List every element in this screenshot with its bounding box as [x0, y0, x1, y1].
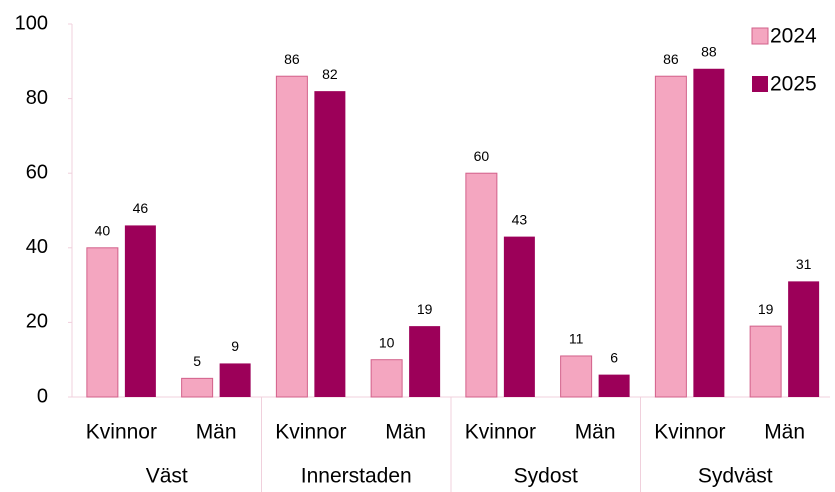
- y-tick-label: 80: [26, 87, 48, 109]
- bar: [275, 75, 308, 398]
- bar: [314, 91, 346, 397]
- data-label: 86: [663, 51, 679, 67]
- x-tick-label: Kvinnor: [654, 421, 725, 444]
- group-label: Sydost: [514, 465, 578, 488]
- data-label: 82: [322, 66, 338, 82]
- data-label: 88: [701, 43, 717, 59]
- bar: [370, 359, 403, 398]
- data-label: 19: [417, 301, 433, 317]
- bar: [560, 355, 593, 398]
- y-tick-label: 0: [37, 385, 48, 407]
- x-tick-label: Män: [764, 421, 805, 444]
- bar: [503, 236, 535, 397]
- data-label: 6: [610, 349, 618, 365]
- data-label: 60: [474, 148, 490, 164]
- x-tick-label: Män: [385, 421, 426, 444]
- y-tick-label: 60: [26, 161, 48, 183]
- x-tick-label: Kvinnor: [86, 421, 157, 444]
- bar: [181, 377, 214, 398]
- group-label: Väst: [146, 465, 188, 488]
- bar: [598, 374, 630, 397]
- bar: [409, 326, 441, 397]
- group-label: Innerstaden: [301, 465, 412, 488]
- y-tick-label: 100: [15, 12, 48, 34]
- data-label: 43: [512, 211, 528, 227]
- data-label: 9: [231, 338, 239, 354]
- data-label: 10: [379, 334, 395, 350]
- legend-label: 2024: [770, 25, 817, 48]
- data-label: 19: [758, 301, 774, 317]
- bar: [788, 281, 820, 397]
- legend-swatch: [752, 76, 768, 92]
- data-label: 5: [193, 353, 201, 369]
- data-label: 86: [284, 51, 300, 67]
- x-tick-label: Kvinnor: [275, 421, 346, 444]
- x-tick-label: Män: [575, 421, 616, 444]
- bar: [124, 225, 156, 397]
- legend-swatch: [751, 27, 769, 45]
- group-label: Sydväst: [698, 465, 773, 488]
- y-tick-label: 40: [26, 236, 48, 258]
- data-label: 11: [569, 331, 584, 347]
- bar: [465, 172, 498, 398]
- bar: [86, 247, 119, 398]
- x-tick-label: Män: [196, 421, 237, 444]
- legend-label: 2025: [770, 73, 817, 96]
- data-label: 40: [95, 223, 111, 239]
- bar: [749, 325, 782, 398]
- bar: [219, 363, 251, 397]
- data-label: 31: [796, 256, 812, 272]
- bar: [654, 75, 687, 398]
- x-tick-label: Kvinnor: [465, 421, 536, 444]
- data-label: 46: [133, 200, 149, 216]
- bar: [693, 68, 725, 397]
- y-tick-label: 20: [26, 311, 48, 333]
